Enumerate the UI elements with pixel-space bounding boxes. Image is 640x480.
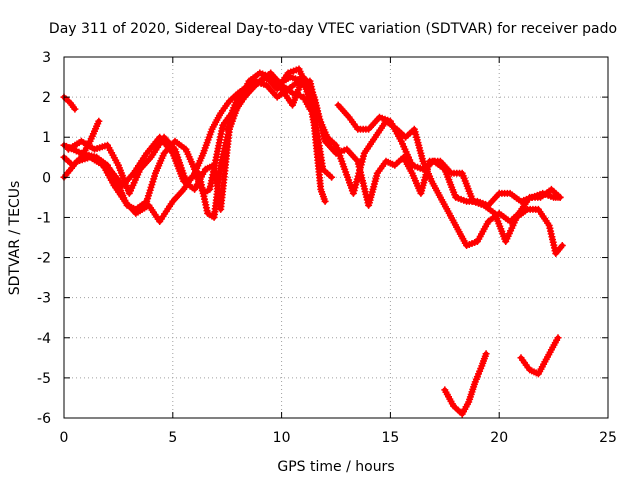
x-tick-label: 20 — [490, 430, 508, 446]
series-trace-10 — [517, 334, 562, 378]
data-point — [95, 117, 103, 125]
y-tick-label: 0 — [42, 170, 51, 186]
series-trace-2 — [60, 93, 79, 113]
x-tick-label: 25 — [599, 430, 617, 446]
x-tick-label: 10 — [273, 430, 291, 446]
y-tick-label: -5 — [37, 371, 51, 387]
y-axis-label: SDTVAR / TECUs — [7, 181, 23, 296]
x-axis-label: GPS time / hours — [277, 459, 394, 475]
y-tick-label: -2 — [37, 251, 51, 267]
data-point — [482, 350, 490, 358]
y-tick-label: 1 — [42, 130, 51, 146]
y-tick-label: -1 — [37, 210, 51, 226]
series-trace-9 — [441, 350, 490, 418]
series-trace-6 — [93, 69, 566, 257]
data-point — [71, 105, 79, 113]
gridlines — [64, 57, 608, 418]
data-point — [558, 242, 566, 249]
x-tick-label: 15 — [381, 430, 399, 446]
x-tick-label: 0 — [60, 430, 69, 446]
data-point — [554, 334, 562, 342]
y-tick-label: -6 — [37, 411, 51, 427]
axis-ticks: 0 5 10 15 20 25 -6 -5 -4 -3 -2 -1 0 1 2 3 — [37, 50, 617, 446]
x-tick-label: 5 — [168, 430, 177, 446]
series-trace-8 — [334, 101, 564, 209]
data-series — [60, 65, 566, 418]
data-point — [556, 193, 564, 201]
y-tick-label: 2 — [42, 90, 51, 106]
series-line — [94, 70, 565, 256]
y-tick-label: 3 — [42, 50, 51, 66]
y-tick-label: -4 — [37, 331, 51, 347]
chart-title: Day 311 of 2020, Sidereal Day-to-day VTE… — [49, 21, 617, 37]
data-point — [321, 197, 329, 205]
data-point — [328, 173, 336, 181]
y-tick-label: -3 — [37, 291, 51, 307]
plot-frame — [63, 56, 609, 419]
